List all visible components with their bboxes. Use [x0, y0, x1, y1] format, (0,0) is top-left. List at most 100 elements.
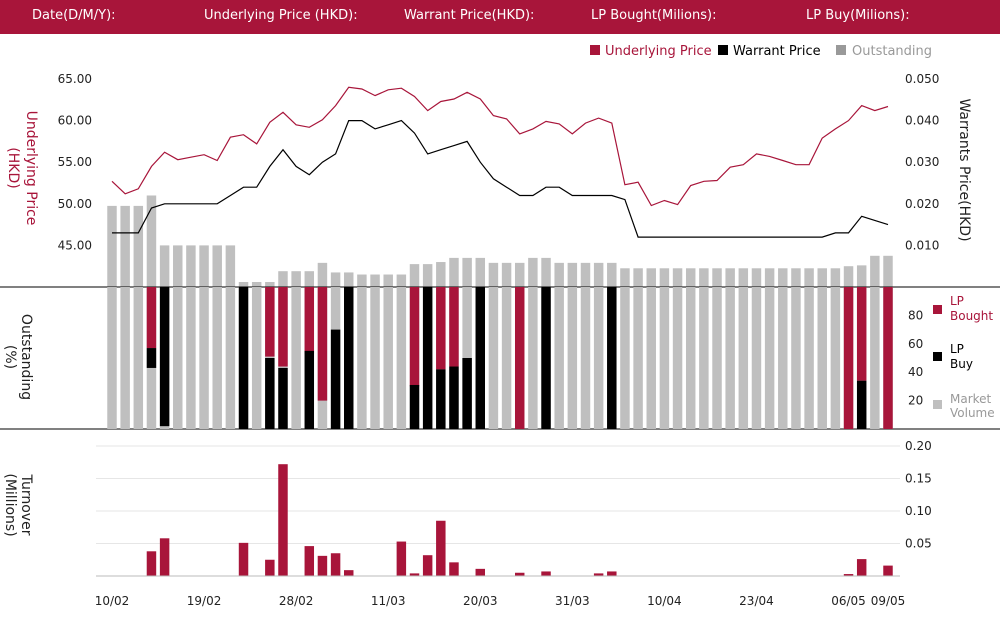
- market-volume-bar: [672, 287, 683, 429]
- x-tick-label: 31/03: [555, 594, 590, 608]
- warrant-price-label: Warrant Price(HKD):: [404, 8, 535, 23]
- market-volume-bar: [554, 287, 564, 429]
- outstanding-bar: [146, 195, 157, 287]
- legend-lp-bought-swatch: [933, 305, 942, 314]
- outstanding-bar: [672, 268, 683, 287]
- mid-legend: LP Bought LP Buy Market Volume: [933, 294, 995, 420]
- turnover-bar: [278, 464, 288, 576]
- outstanding-axis-title: Outstanding: [18, 314, 34, 400]
- x-tick-label: 10/04: [647, 594, 682, 608]
- outstanding-bar: [251, 282, 262, 287]
- lp-bought-bar: [409, 287, 420, 387]
- outstanding-bar: [699, 268, 709, 287]
- date-label: Date(D/M/Y):: [32, 8, 116, 23]
- market-volume-bar: [528, 287, 538, 429]
- turnover-tick-label: 0.15: [905, 472, 932, 486]
- market-volume-bar: [751, 287, 762, 429]
- lp-buy-bar: [409, 384, 420, 429]
- market-volume-bar: [370, 287, 380, 429]
- outstanding-bar: [291, 271, 301, 287]
- outstanding-bar: [120, 205, 130, 287]
- legend-lp-bought-label-2: Bought: [950, 309, 993, 323]
- x-tick-label: 20/03: [463, 594, 498, 608]
- warrant-tick-label: 0.040: [905, 114, 939, 128]
- underlying-price-label: Underlying Price (HKD):: [204, 8, 358, 23]
- lp-buy-bar: [475, 287, 486, 429]
- lp-buy-bar: [541, 287, 551, 429]
- market-volume-bar: [712, 287, 722, 429]
- market-volume-bar: [291, 287, 301, 429]
- outstanding-bar: [133, 205, 144, 287]
- outstanding-bar: [528, 257, 538, 287]
- market-volume-bar: [396, 287, 407, 429]
- underlying-tick-label: 50.00: [58, 197, 92, 211]
- outstanding-bar: [396, 274, 407, 287]
- info-header-bar: Date(D/M/Y): Underlying Price (HKD): War…: [0, 0, 1000, 34]
- turnover-tick-label: 0.05: [905, 537, 932, 551]
- outstanding-bar: [212, 245, 222, 287]
- lp-buy-bar: [159, 287, 170, 427]
- lp-buy-bar: [304, 350, 315, 429]
- lp-bought-bar: [856, 287, 867, 381]
- market-volume-bar: [620, 287, 630, 429]
- turnover-tick-label: 0.20: [905, 439, 932, 453]
- market-volume-bar: [383, 287, 393, 429]
- plot-area: 65.00 60.00 55.00 50.00 45.00 0.050 0.040 0.030…: [0, 72, 1000, 608]
- turnover-bar: [436, 520, 446, 576]
- market-volume-bar: [488, 287, 499, 429]
- lp-buy-bar: [330, 329, 341, 429]
- market-volume-bar: [186, 287, 196, 429]
- market-volume-bar: [778, 287, 788, 429]
- turnover-bar: [607, 571, 617, 576]
- outstanding-bar: [238, 282, 249, 287]
- outstanding-bar: [330, 272, 341, 287]
- outstanding-bar: [870, 255, 880, 287]
- market-volume-bar: [357, 287, 367, 429]
- turnover-bar: [396, 541, 407, 576]
- legend-lp-buy-swatch: [933, 352, 942, 361]
- market-volume-bar: [251, 287, 262, 429]
- market-volume-bar: [133, 287, 144, 429]
- warrant-tick-label: 0.030: [905, 155, 939, 169]
- outstanding-bar: [633, 268, 643, 287]
- turnover-bar: [856, 559, 867, 576]
- warrant-tick-label: 0.010: [905, 238, 939, 252]
- market-volume-bar: [870, 287, 880, 429]
- outstanding-bar: [501, 262, 512, 287]
- turnover-bar: [344, 570, 354, 576]
- market-volume-bar: [646, 287, 656, 429]
- market-volume-bar: [120, 287, 130, 429]
- outstanding-bar: [383, 274, 393, 287]
- outstanding-bar: [804, 268, 814, 287]
- outstanding-bar: [186, 245, 196, 287]
- x-tick-label: 06/05: [831, 594, 866, 608]
- lp-bought-bar: [449, 287, 459, 367]
- outstanding-bar: [462, 257, 472, 287]
- outstanding-bar: [725, 268, 735, 287]
- outstanding-axis-unit: (%): [2, 345, 18, 369]
- market-volume-bar: [764, 287, 775, 429]
- market-volume-bar: [725, 287, 735, 429]
- outstanding-bar: [541, 257, 551, 287]
- market-volume-bar: [830, 287, 841, 429]
- outstanding-bar: [593, 262, 604, 287]
- turnover-bar: [422, 555, 433, 576]
- lp-bought-bar: [436, 287, 446, 370]
- x-tick-label: 19/02: [187, 594, 222, 608]
- outstanding-tick-label: 80: [908, 308, 923, 322]
- market-volume-bar: [738, 287, 749, 429]
- turnover-bar: [593, 573, 604, 576]
- outstanding-bar: [265, 282, 275, 287]
- turnover-bar: [317, 555, 328, 576]
- lp-bought-bar: [883, 287, 893, 429]
- outstanding-bar: [357, 274, 367, 287]
- legend-lp-buy-label-2: Buy: [950, 357, 973, 371]
- underlying-axis-unit: (HKD): [5, 147, 21, 188]
- market-volume-bar: [817, 287, 827, 429]
- outstanding-bar: [409, 264, 420, 287]
- warrant-tick-label: 0.020: [905, 197, 939, 211]
- outstanding-bar: [514, 262, 525, 287]
- turnover-bar: [883, 565, 893, 576]
- market-volume-bar: [580, 287, 591, 429]
- outstanding-bar: [883, 255, 893, 287]
